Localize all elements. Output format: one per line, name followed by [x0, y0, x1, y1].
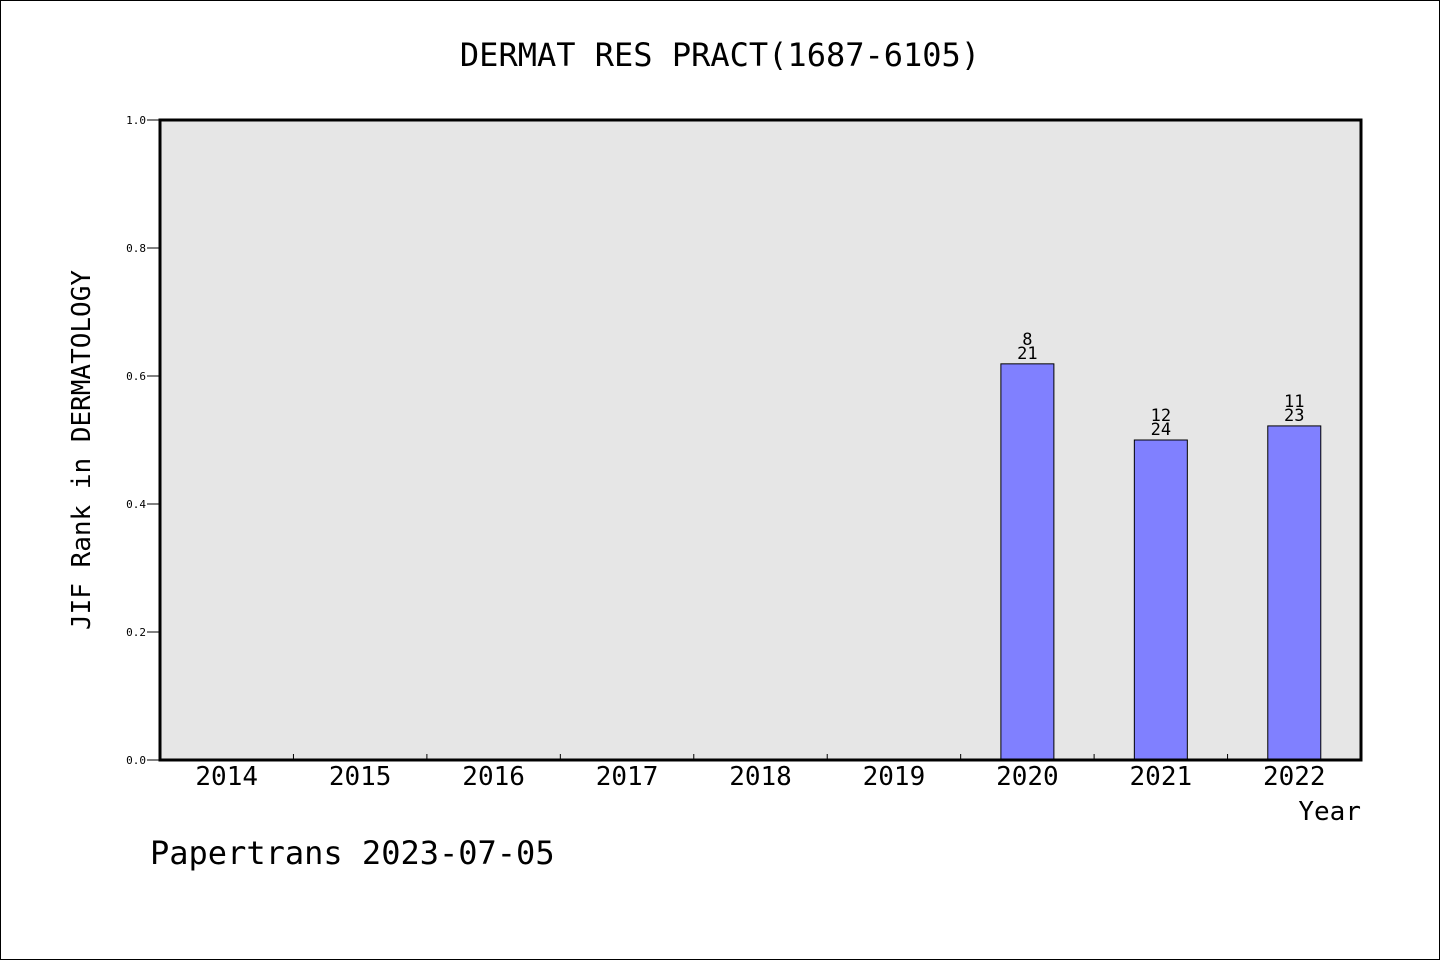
x-axis: 2014 2015 2016 2017 2018 2019 2020 2021 2022	[195, 754, 1326, 792]
x-tick-label: 2017	[596, 762, 659, 792]
x-tick-label: 2022	[1263, 762, 1326, 792]
bar-label-total: 24	[1151, 420, 1171, 440]
x-tick-label: 2016	[462, 762, 525, 792]
x-tick-label: 2015	[329, 762, 392, 792]
x-tick-label: 2018	[729, 762, 792, 792]
bar-2020	[1000, 363, 1055, 761]
bar-label-rank: 8	[1022, 330, 1032, 350]
y-tick-label: 0.0	[126, 754, 146, 767]
bar-2022	[1267, 425, 1322, 761]
y-tick-label: 0.8	[126, 242, 146, 255]
footer-note: Papertrans 2023-07-05	[150, 834, 555, 872]
y-axis-label: JIF Rank in DERMATOLOGY	[67, 270, 97, 630]
y-tick-label: 0.2	[126, 626, 146, 639]
x-tick-label: 2014	[195, 762, 258, 792]
bar-label-rank: 11	[1284, 392, 1304, 412]
plot-border	[158, 118, 1363, 762]
y-tick-label: 0.6	[126, 370, 146, 383]
chart-title: DERMAT RES PRACT(1687-6105)	[459, 36, 981, 74]
y-axis: 0.0 0.2 0.4 0.6 0.8 1.0	[126, 114, 160, 767]
x-tick-label: 2020	[996, 762, 1059, 792]
bar-2021	[1133, 439, 1188, 761]
x-tick-label: 2021	[1130, 762, 1193, 792]
x-axis-label: Year	[1298, 797, 1361, 827]
bar-label-total: 23	[1284, 406, 1304, 426]
bars-group	[1000, 363, 1322, 761]
y-tick-label: 1.0	[126, 114, 146, 127]
y-tick-label: 0.4	[126, 498, 146, 511]
bar-label-rank: 12	[1151, 406, 1171, 426]
bar-label-total: 21	[1017, 344, 1037, 364]
x-tick-label: 2019	[863, 762, 926, 792]
